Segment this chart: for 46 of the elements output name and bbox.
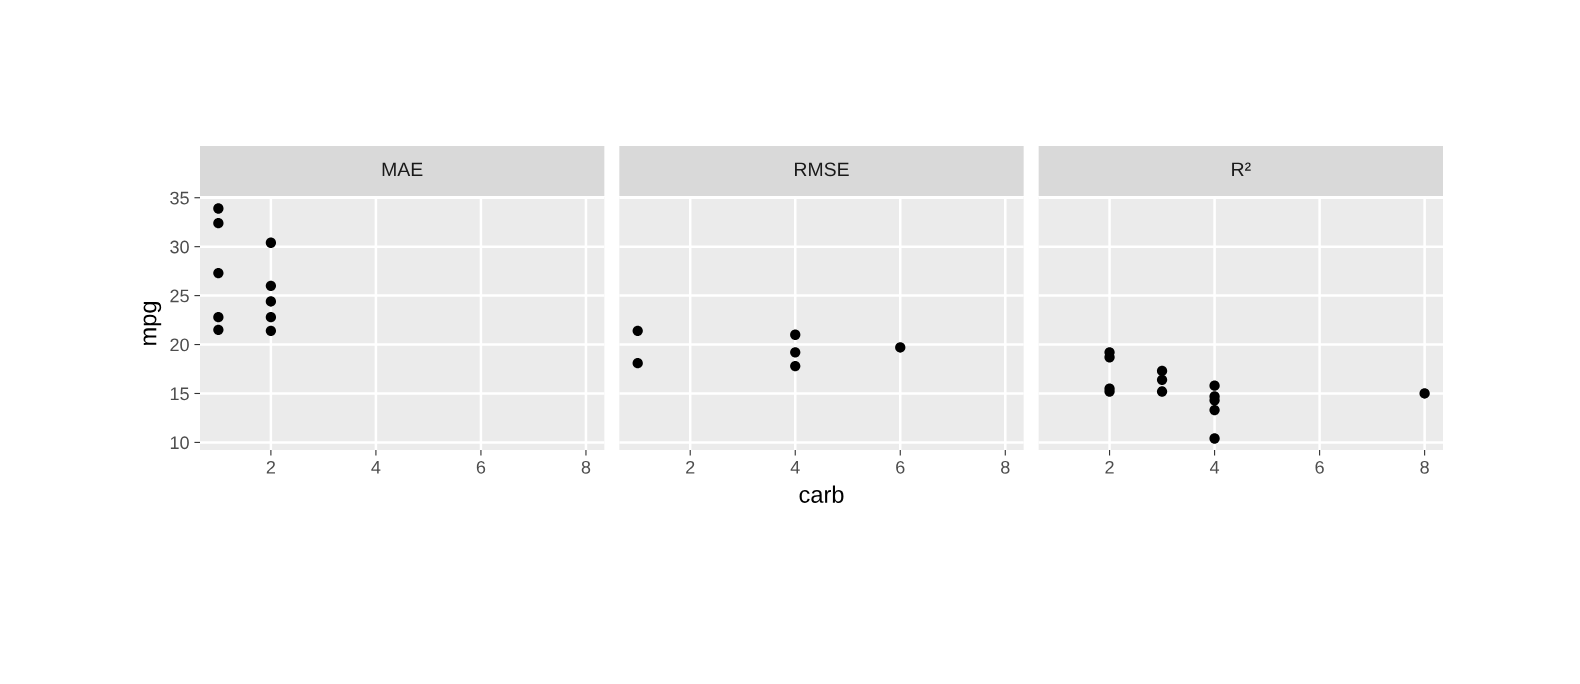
x-tick-label: 8 — [1420, 460, 1429, 474]
point — [1156, 386, 1168, 397]
x-tick-label: 2 — [1105, 460, 1114, 474]
point — [213, 324, 224, 336]
point — [1156, 365, 1168, 377]
point — [213, 203, 224, 214]
point — [1419, 388, 1430, 399]
point — [1156, 374, 1168, 385]
point — [632, 357, 643, 369]
point — [1209, 380, 1220, 391]
x-tick-label: 6 — [476, 460, 486, 474]
point — [265, 311, 277, 323]
point — [632, 325, 643, 336]
x-tick-label: 2 — [266, 460, 275, 474]
point — [213, 267, 224, 279]
x-tick-label: 4 — [371, 461, 381, 474]
point — [265, 325, 277, 336]
y-tick-label: 15 — [170, 387, 189, 401]
x-tick-label: 8 — [581, 460, 591, 474]
x-tick-label: 8 — [1001, 460, 1010, 474]
point — [265, 296, 277, 307]
y-tick-label: 20 — [170, 338, 189, 352]
point — [265, 237, 277, 248]
y-axis-title: mpg — [143, 302, 162, 345]
y-tick-label: 30 — [170, 240, 189, 254]
point — [1209, 404, 1220, 416]
point — [790, 360, 801, 372]
chart-title: MAE — [382, 162, 423, 177]
y-tick-label: 25 — [170, 289, 189, 303]
point — [790, 329, 801, 340]
point — [1209, 433, 1220, 444]
point — [213, 218, 224, 229]
point — [895, 342, 906, 353]
y-tick-label: 35 — [170, 191, 189, 205]
x-axis-title: carb — [799, 485, 844, 503]
y-tick-label: 10 — [170, 436, 189, 450]
chart-title: R² — [1232, 162, 1251, 177]
x-tick-label: 6 — [896, 460, 905, 474]
point — [265, 280, 277, 291]
point — [213, 311, 224, 323]
x-tick-label: 6 — [1315, 460, 1324, 474]
x-tick-label: 2 — [686, 460, 695, 474]
x-tick-label: 4 — [790, 461, 800, 474]
chart-title: RMSE — [795, 162, 849, 177]
point — [790, 347, 801, 358]
x-tick-label: 4 — [1209, 461, 1220, 474]
